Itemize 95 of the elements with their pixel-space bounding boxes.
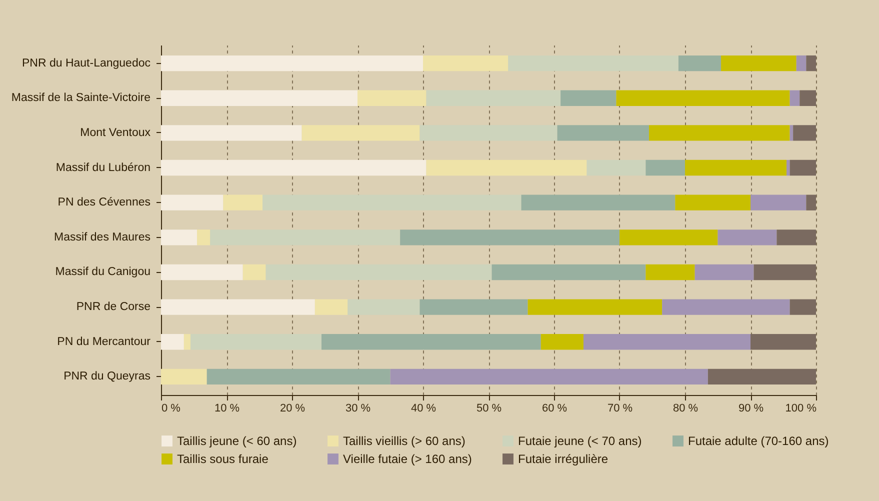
legend-label: Vieille futaie (> 160 ans) xyxy=(343,452,472,466)
bar xyxy=(678,55,722,72)
bar xyxy=(685,160,787,176)
bar xyxy=(750,194,806,210)
bar xyxy=(242,264,266,280)
bar xyxy=(210,230,400,246)
bar xyxy=(190,334,322,350)
bar xyxy=(161,334,184,350)
y-tick-label: PNR de Corse xyxy=(76,301,150,314)
bar xyxy=(390,368,708,385)
x-tick-label: 10 % xyxy=(214,402,240,414)
bar xyxy=(790,299,816,315)
bar xyxy=(675,194,750,210)
bar xyxy=(528,299,662,315)
bar xyxy=(492,264,646,280)
bar xyxy=(161,55,423,72)
bar xyxy=(521,194,676,210)
y-tick-label: PNR du Haut-Languedoc xyxy=(22,57,151,70)
bar xyxy=(793,125,816,141)
bar xyxy=(420,299,528,315)
bar xyxy=(560,90,616,106)
y-tick-label: Massif du Canigou xyxy=(55,266,150,278)
bar xyxy=(426,160,587,176)
bar xyxy=(358,90,426,106)
bar xyxy=(557,125,649,141)
bar xyxy=(646,264,695,280)
x-tick-label: 30 % xyxy=(345,402,371,414)
y-tick-label: Massif des Maures xyxy=(54,231,151,244)
legend-label: Futaie adulte (70-160 ans) xyxy=(688,434,829,448)
bar xyxy=(583,334,750,350)
bar xyxy=(708,368,816,385)
bar xyxy=(161,264,243,280)
bar xyxy=(540,334,584,350)
legend-label: Futaie jeune (< 70 ans) xyxy=(518,434,642,448)
bar xyxy=(348,299,420,315)
x-tick-label: 20 % xyxy=(280,402,306,414)
legend-label: Futaie irrégulière xyxy=(518,452,608,466)
bar xyxy=(790,160,816,176)
bar xyxy=(718,230,777,246)
bar xyxy=(721,55,796,72)
bar xyxy=(184,334,190,350)
bar xyxy=(161,368,207,385)
legend-label: Taillis sous furaie xyxy=(177,452,269,466)
bar xyxy=(161,299,315,315)
bar xyxy=(314,299,348,315)
y-tick-label: Massif du Lubéron xyxy=(56,162,150,174)
bar xyxy=(662,299,790,315)
bar xyxy=(800,90,816,106)
legend-label: Taillis vieillis (> 60 ans) xyxy=(343,434,466,448)
bar xyxy=(790,90,800,106)
y-tick-label: PNR du Queyras xyxy=(64,370,151,383)
bar xyxy=(648,125,790,141)
bar xyxy=(750,334,816,350)
bar xyxy=(790,125,794,141)
y-tick-label: PN du Mercantour xyxy=(57,336,151,348)
bar xyxy=(806,194,816,210)
x-tick-label: 40 % xyxy=(410,402,436,414)
x-tick-label: 90 % xyxy=(738,402,764,414)
bar xyxy=(694,264,754,280)
x-tick-label: 80 % xyxy=(672,402,698,414)
bar xyxy=(776,230,816,246)
bar xyxy=(508,55,678,72)
y-tick-label: PN des Cévennes xyxy=(58,196,151,209)
bar xyxy=(161,160,426,176)
bar xyxy=(786,160,790,176)
bar xyxy=(161,230,198,246)
bar xyxy=(206,368,390,385)
x-tick-label: 70 % xyxy=(607,402,633,414)
bar xyxy=(161,90,358,106)
bar xyxy=(321,334,541,350)
x-tick-label: 60 % xyxy=(542,402,568,414)
bar xyxy=(796,55,806,72)
bar xyxy=(266,264,492,280)
y-tick-label: Mont Ventoux xyxy=(80,126,151,139)
bar xyxy=(620,230,718,246)
bar xyxy=(400,230,620,246)
legend-label: Taillis jeune (< 60 ans) xyxy=(177,434,297,448)
bar xyxy=(223,194,263,210)
bar xyxy=(161,194,224,210)
bar xyxy=(420,125,558,141)
bar xyxy=(423,55,508,72)
bar xyxy=(806,55,816,72)
bar xyxy=(616,90,790,106)
bar xyxy=(754,264,816,280)
y-tick-label: Massif de la Sainte-Victoire xyxy=(11,92,150,104)
x-tick-label: 50 % xyxy=(476,402,502,414)
x-tick-label: 100 % xyxy=(785,402,817,414)
bar xyxy=(262,194,522,210)
bar xyxy=(426,90,561,106)
bar xyxy=(197,230,210,246)
bar xyxy=(646,160,685,176)
bar xyxy=(586,160,646,176)
x-tick-label: 0 % xyxy=(162,402,181,414)
bar xyxy=(161,125,302,141)
bar xyxy=(302,125,420,141)
